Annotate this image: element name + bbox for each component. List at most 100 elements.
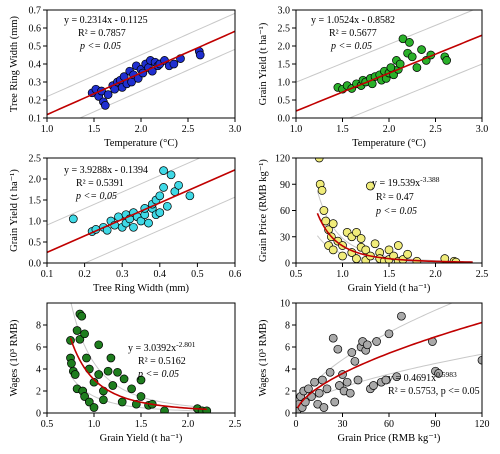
data-point (362, 340, 372, 350)
y-tick-label: 0.3 (29, 78, 42, 89)
confidence-upper-line (296, 10, 475, 83)
y-tick-label: 0.2 (29, 96, 42, 107)
x-tick-label: 1.0 (88, 419, 101, 430)
x-tick-label: 1.0 (290, 124, 303, 135)
data-point (317, 186, 327, 195)
regression-line (47, 30, 235, 116)
r-squared-text: R² = 0.5162 (138, 356, 186, 367)
data-point (434, 369, 443, 378)
data-point (185, 191, 195, 201)
chart-panel-6: 0 30 60 90 120 0 2 4 6 8 10 Grain Price (RMB kg⁻¹) W… (258, 299, 490, 445)
confidence-upper-line (70, 303, 207, 408)
data-point (159, 166, 168, 175)
y-tick-label: 0.5 (29, 42, 42, 53)
regression-line (316, 213, 473, 263)
y-tick-label: 0.5 (29, 238, 42, 249)
data-point (174, 180, 183, 190)
data-point (68, 214, 78, 224)
y-tick-label: 2.0 (278, 42, 291, 53)
regression-line (47, 169, 235, 254)
data-point (477, 355, 482, 365)
data-point (77, 311, 87, 321)
y-tick-label: 120 (275, 154, 290, 165)
data-point (117, 397, 127, 407)
data-point (82, 353, 91, 363)
x-axis-label: Temperature (°C) (352, 138, 426, 149)
data-point (159, 183, 168, 192)
data-point (99, 395, 108, 405)
y-tick-label: 2.5 (29, 154, 42, 165)
x-axis-label: Tree Ring Width (mm) (93, 283, 190, 294)
data-point (155, 208, 165, 217)
confidence-upper-line (47, 12, 235, 98)
y-tick-label: 6 (36, 343, 41, 354)
data-point (361, 245, 371, 255)
y-tick-label: 6 (285, 343, 290, 354)
data-point (127, 384, 136, 394)
data-point (202, 406, 212, 413)
data-point (333, 344, 343, 354)
y-axis-label: Wages (10³ RMB) (258, 319, 269, 396)
equation-text: y = 3.9288x - 0.1394 (64, 165, 148, 176)
data-point (352, 228, 361, 237)
data-point (84, 397, 94, 407)
data-point (393, 241, 403, 250)
x-tick-label: 2.5 (229, 419, 242, 430)
x-axis-label: Grain Yield (t ha⁻¹) (348, 283, 431, 294)
data-point (403, 249, 412, 259)
data-point (67, 359, 76, 368)
data-point (160, 406, 169, 413)
data-point (89, 403, 99, 412)
y-axis-label: Grain Price (RMB kg⁻¹) (258, 159, 269, 262)
y-tick-label: 2 (285, 387, 290, 398)
data-point (366, 181, 375, 191)
equation-text: y = 1.0524x - 0.8582 (311, 15, 395, 26)
x-tick-label: 2.5 (429, 124, 442, 135)
data-point (166, 170, 176, 180)
y-tick-label: 0.6 (29, 24, 42, 35)
r-squared-text: R² = 0.7857 (78, 28, 126, 39)
y-tick-label: 0 (36, 409, 41, 420)
y-tick-label: 1.0 (29, 217, 42, 228)
chart-panel-1: 1.0 1.5 2.0 2.5 3.0 0.1 0.2 0.3 0.4 0.5 0.6 0.7 Temp… (9, 6, 241, 150)
x-tick-label: 0.3 (116, 269, 129, 280)
data-point (169, 59, 179, 69)
confidence-lower-line (78, 48, 235, 118)
data-point (330, 397, 340, 407)
y-tick-label: 60 (280, 206, 290, 217)
p-value-text: p <= 0.05 (375, 206, 417, 217)
data-point (94, 370, 104, 379)
data-point (310, 377, 319, 387)
chart-panel-2: 1.0 1.5 2.0 2.5 3.0 0.0 0.5 1.0 1.5 2.0 2.5 3.0 Temp… (258, 6, 488, 150)
data-point (144, 218, 153, 228)
y-tick-label: 1.5 (278, 60, 291, 71)
x-tick-label: 0.2 (78, 269, 91, 280)
x-tick-label: 1.5 (88, 124, 101, 135)
equation-text: y = 3.0392x-2.801 (128, 340, 196, 354)
chart-panel-5: 0.5 1.0 1.5 2.0 2.5 0 2 4 6 8 Grain Yield (t ha⁻¹)… (9, 302, 242, 444)
y-axis-label: Wages (10³ RMB) (9, 319, 20, 396)
data-point (384, 329, 394, 339)
data-point (108, 381, 118, 390)
x-tick-label: 0.4 (154, 269, 167, 280)
data-point (195, 50, 205, 60)
x-tick-label: 1.0 (336, 269, 349, 280)
x-tick-label: 120 (475, 419, 490, 430)
chart-panel-4: 0.5 1.0 1.5 2.0 2.5 0 30 60 90 120 Grain Yield (t … (258, 154, 488, 295)
data-point (338, 251, 347, 261)
data-point (328, 333, 338, 343)
x-tick-label: 0.5 (41, 419, 54, 430)
x-tick-label: 2.0 (135, 124, 148, 135)
data-point (417, 45, 426, 54)
plot-frame (46, 157, 236, 264)
data-point (342, 377, 352, 387)
data-point (397, 311, 406, 321)
p-value-text: p <= 0.05 (79, 41, 121, 52)
data-point (353, 375, 363, 385)
data-point (75, 334, 85, 344)
y-tick-label: 0.4 (29, 60, 42, 71)
data-point (307, 392, 316, 401)
x-tick-label: 2.0 (383, 124, 396, 135)
confidence-lower-line (348, 63, 482, 118)
